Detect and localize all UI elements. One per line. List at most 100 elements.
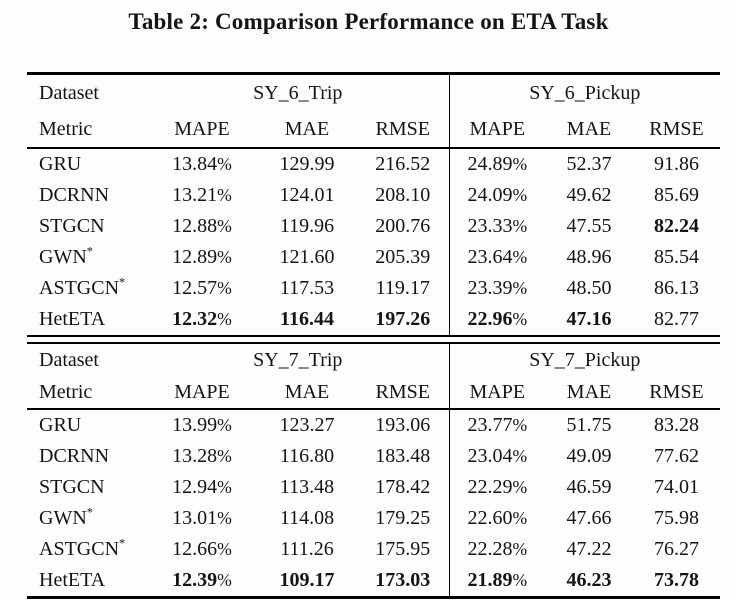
value: 12.94 [172, 476, 218, 498]
metric-value-cell: 91.86 [654, 153, 700, 175]
percent-sign: % [512, 570, 528, 590]
metric-value-cell: 119.96 [279, 215, 335, 237]
percent-sign: % [512, 415, 528, 435]
table-caption: Table 2: Comparison Performance on ETA T… [128, 9, 609, 34]
metric-value-cell: 13.28% [147, 441, 257, 472]
value: 22.60 [467, 507, 513, 529]
model-superscript: * [86, 244, 93, 259]
table-row-dcrnn: DCRNN 13.21% 124.01 208.10 24.09% 49.62 … [27, 180, 720, 211]
metric-value-cell: 193.06 [375, 414, 431, 436]
comparison-table-figure: Dataset SY_6_Trip SY_6_Pickup Metric MAP… [27, 72, 721, 599]
metric-value-cell: 23.04% [448, 441, 546, 472]
metric-value-cell-best: 197.26 [375, 308, 431, 330]
model-superscript: * [119, 275, 126, 290]
metric-value-cell: 116.80 [279, 445, 335, 467]
metric-value-cell: 12.57% [147, 273, 257, 304]
metrics-table-sy7: Dataset SY_7_Trip SY_7_Pickup Metric MAP… [27, 342, 721, 599]
metric-value-cell: 24.89% [448, 148, 546, 180]
metric-value-cell: 76.27 [654, 538, 700, 560]
value: 23.33 [467, 215, 513, 237]
metric-value-cell: 22.29% [448, 472, 546, 503]
metric-value-cell: 119.17 [375, 277, 430, 299]
table-row-stgcn: STGCN 12.88% 119.96 200.76 23.33% 47.55 … [27, 211, 720, 242]
percent-sign: % [217, 278, 232, 298]
percent-sign: % [512, 216, 528, 236]
metric-value-cell-best: 21.89% [448, 565, 546, 598]
table-row-stgcn: STGCN 12.94% 113.48 178.42 22.29% 46.59 … [27, 472, 720, 503]
metric-value-cell: 13.99% [147, 409, 257, 441]
metric-value-cell: 23.77% [448, 409, 546, 441]
model-name: ASTGCN [39, 277, 120, 299]
table-row-heteta: HetETA 12.39% 109.17 173.03 21.89% 46.23… [27, 565, 720, 598]
value: 13.99 [172, 414, 218, 436]
percent-sign: % [217, 154, 232, 174]
metric-value-cell: 216.52 [375, 153, 431, 175]
metric-value-cell: 51.75 [566, 414, 612, 436]
group-header-sy7-trip: SY_7_Trip [253, 348, 343, 371]
col-header-mape: MAPE [147, 111, 257, 149]
metric-value-cell: 12.94% [147, 472, 257, 503]
metric-value-cell-best: 116.44 [280, 308, 334, 330]
percent-sign: % [512, 309, 528, 329]
percent-sign: % [512, 185, 528, 205]
percent-sign: % [512, 539, 528, 559]
metrics-table-sy6: Dataset SY_6_Trip SY_6_Pickup Metric MAP… [27, 72, 721, 337]
col-header-rmse: RMSE [633, 111, 721, 149]
metric-value-cell: 111.26 [280, 538, 334, 560]
table-row-gru: GRU 13.84% 129.99 216.52 24.89% 52.37 91… [27, 148, 720, 180]
col-header-mae: MAE [545, 376, 634, 410]
metric-value-cell: 117.53 [279, 277, 335, 299]
value: 21.89 [467, 569, 513, 591]
table-row-astgcn: ASTGCN* 12.57% 117.53 119.17 23.39% 48.5… [27, 273, 720, 304]
group-header-sy6-trip: SY_6_Trip [253, 81, 343, 104]
percent-sign: % [217, 570, 232, 590]
metric-value-cell: 22.60% [448, 503, 546, 534]
metric-value-cell: 48.96 [566, 246, 612, 268]
metric-value-cell: 200.76 [375, 215, 431, 237]
percent-sign: % [217, 216, 232, 236]
metric-value-cell: 12.66% [147, 534, 257, 565]
metric-value-cell-best: 173.03 [375, 569, 431, 591]
percent-sign: % [217, 185, 232, 205]
table-row-dcrnn: DCRNN 13.28% 116.80 183.48 23.04% 49.09 … [27, 441, 720, 472]
value: 12.32 [172, 308, 218, 330]
metric-value-cell: 175.95 [375, 538, 431, 560]
model-name-cell: DCRNN [27, 180, 147, 211]
metric-value-cell: 49.09 [566, 445, 612, 467]
value: 23.64 [467, 246, 513, 268]
model-superscript: * [86, 505, 93, 520]
model-name-cell: DCRNN [27, 441, 147, 472]
percent-sign: % [512, 508, 528, 528]
metric-value-cell: 12.88% [147, 211, 257, 242]
value: 12.89 [172, 246, 218, 268]
percent-sign: % [217, 539, 232, 559]
metric-value-cell: 13.21% [147, 180, 257, 211]
group-header-sy6-pickup: SY_6_Pickup [448, 73, 721, 111]
metric-value-cell: 12.89% [147, 242, 257, 273]
table-row-astgcn: ASTGCN* 12.66% 111.26 175.95 22.28% 47.2… [27, 534, 720, 565]
metric-value-cell: 52.37 [566, 153, 612, 175]
value: 24.09 [467, 184, 513, 206]
metric-value-cell-best: 46.23 [566, 569, 612, 591]
group-header-row: Dataset SY_7_Trip SY_7_Pickup [27, 343, 721, 376]
metric-value-cell: 13.01% [147, 503, 257, 534]
col-header-rmse: RMSE [633, 376, 721, 410]
metric-value-cell-best: 82.24 [654, 215, 700, 237]
table-row-gwn: GWN* 12.89% 121.60 205.39 23.64% 48.96 8… [27, 242, 720, 273]
model-name: GRU [39, 414, 82, 436]
metric-value-cell: 22.28% [448, 534, 546, 565]
value: 13.01 [172, 507, 218, 529]
metric-value-cell: 23.39% [448, 273, 546, 304]
col-header-mape: MAPE [448, 111, 546, 149]
metric-value-cell: 23.33% [448, 211, 546, 242]
metric-value-cell: 179.25 [375, 507, 431, 529]
percent-sign: % [217, 477, 232, 497]
model-name: DCRNN [39, 445, 110, 467]
percent-sign: % [217, 508, 232, 528]
percent-sign: % [512, 477, 528, 497]
group-header-row: Dataset SY_6_Trip SY_6_Pickup [27, 73, 721, 111]
col-header-mape: MAPE [147, 376, 257, 410]
col-header-rmse: RMSE [357, 376, 450, 410]
metric-value-cell: 48.50 [566, 277, 612, 299]
metric-value-cell: 77.62 [654, 445, 700, 467]
